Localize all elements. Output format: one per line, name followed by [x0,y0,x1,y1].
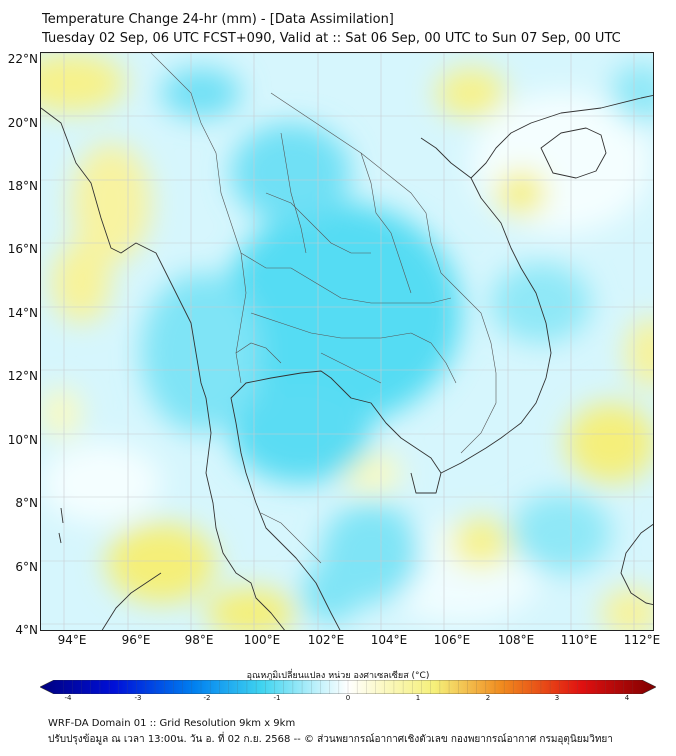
lat-label-4n: 4°N [15,623,38,637]
lon-label-112e: 112°E [623,633,661,647]
lat-label-10n: 10°N [7,433,38,447]
colorbar-tick: 4 [624,694,630,702]
lon-label-102e: 102°E [307,633,345,647]
map-area[interactable] [40,52,654,631]
lat-label-16n: 16°N [7,242,38,256]
map-title: Temperature Change 24-hr (mm) - [Data As… [42,12,394,27]
colorbar-tick: 2 [485,694,491,702]
borders [150,53,497,564]
lon-label-96e: 96°E [121,633,151,647]
footer-credits: ปรับปรุงข้อมูล ณ เวลา 13:00น. วัน อ. ที่… [48,734,613,745]
lon-label-98e: 98°E [184,633,214,647]
lon-label-108e: 108°E [497,633,535,647]
lat-label-18n: 18°N [7,179,38,193]
lat-label-22n: 22°N [7,52,38,66]
lat-label-6n: 6°N [15,560,38,574]
lat-label-20n: 20°N [7,116,38,130]
colorbar-tick: -4 [64,694,72,702]
lon-label-110e: 110°E [560,633,598,647]
colorbar-tick: 3 [554,694,560,702]
temperature-change-field [41,53,653,630]
lat-label-8n: 8°N [15,496,38,510]
lat-label-14n: 14°N [7,306,38,320]
colorbar-tick: 1 [415,694,421,702]
colorbar-tick: -2 [203,694,211,702]
coastline [41,94,653,630]
footer-model-info: WRF-DA Domain 01 :: Grid Resolution 9km … [48,718,296,729]
lon-label-104e: 104°E [370,633,408,647]
map-subtitle: Tuesday 02 Sep, 06 UTC FCST+090, Valid a… [42,31,621,46]
lon-label-106e: 106°E [433,633,471,647]
lon-label-100e: 100°E [243,633,281,647]
lat-label-12n: 12°N [7,369,38,383]
colorbar [40,680,656,694]
colorbar-title: อุณหภูมิเปลี่ยนแปลง หน่วย องศาเซลเซียส (… [246,671,430,681]
colorbar-tick: -1 [273,694,281,702]
lon-label-94e: 94°E [57,633,87,647]
colorbar-tick: 0 [345,694,351,702]
colorbar-tick: -3 [134,694,142,702]
